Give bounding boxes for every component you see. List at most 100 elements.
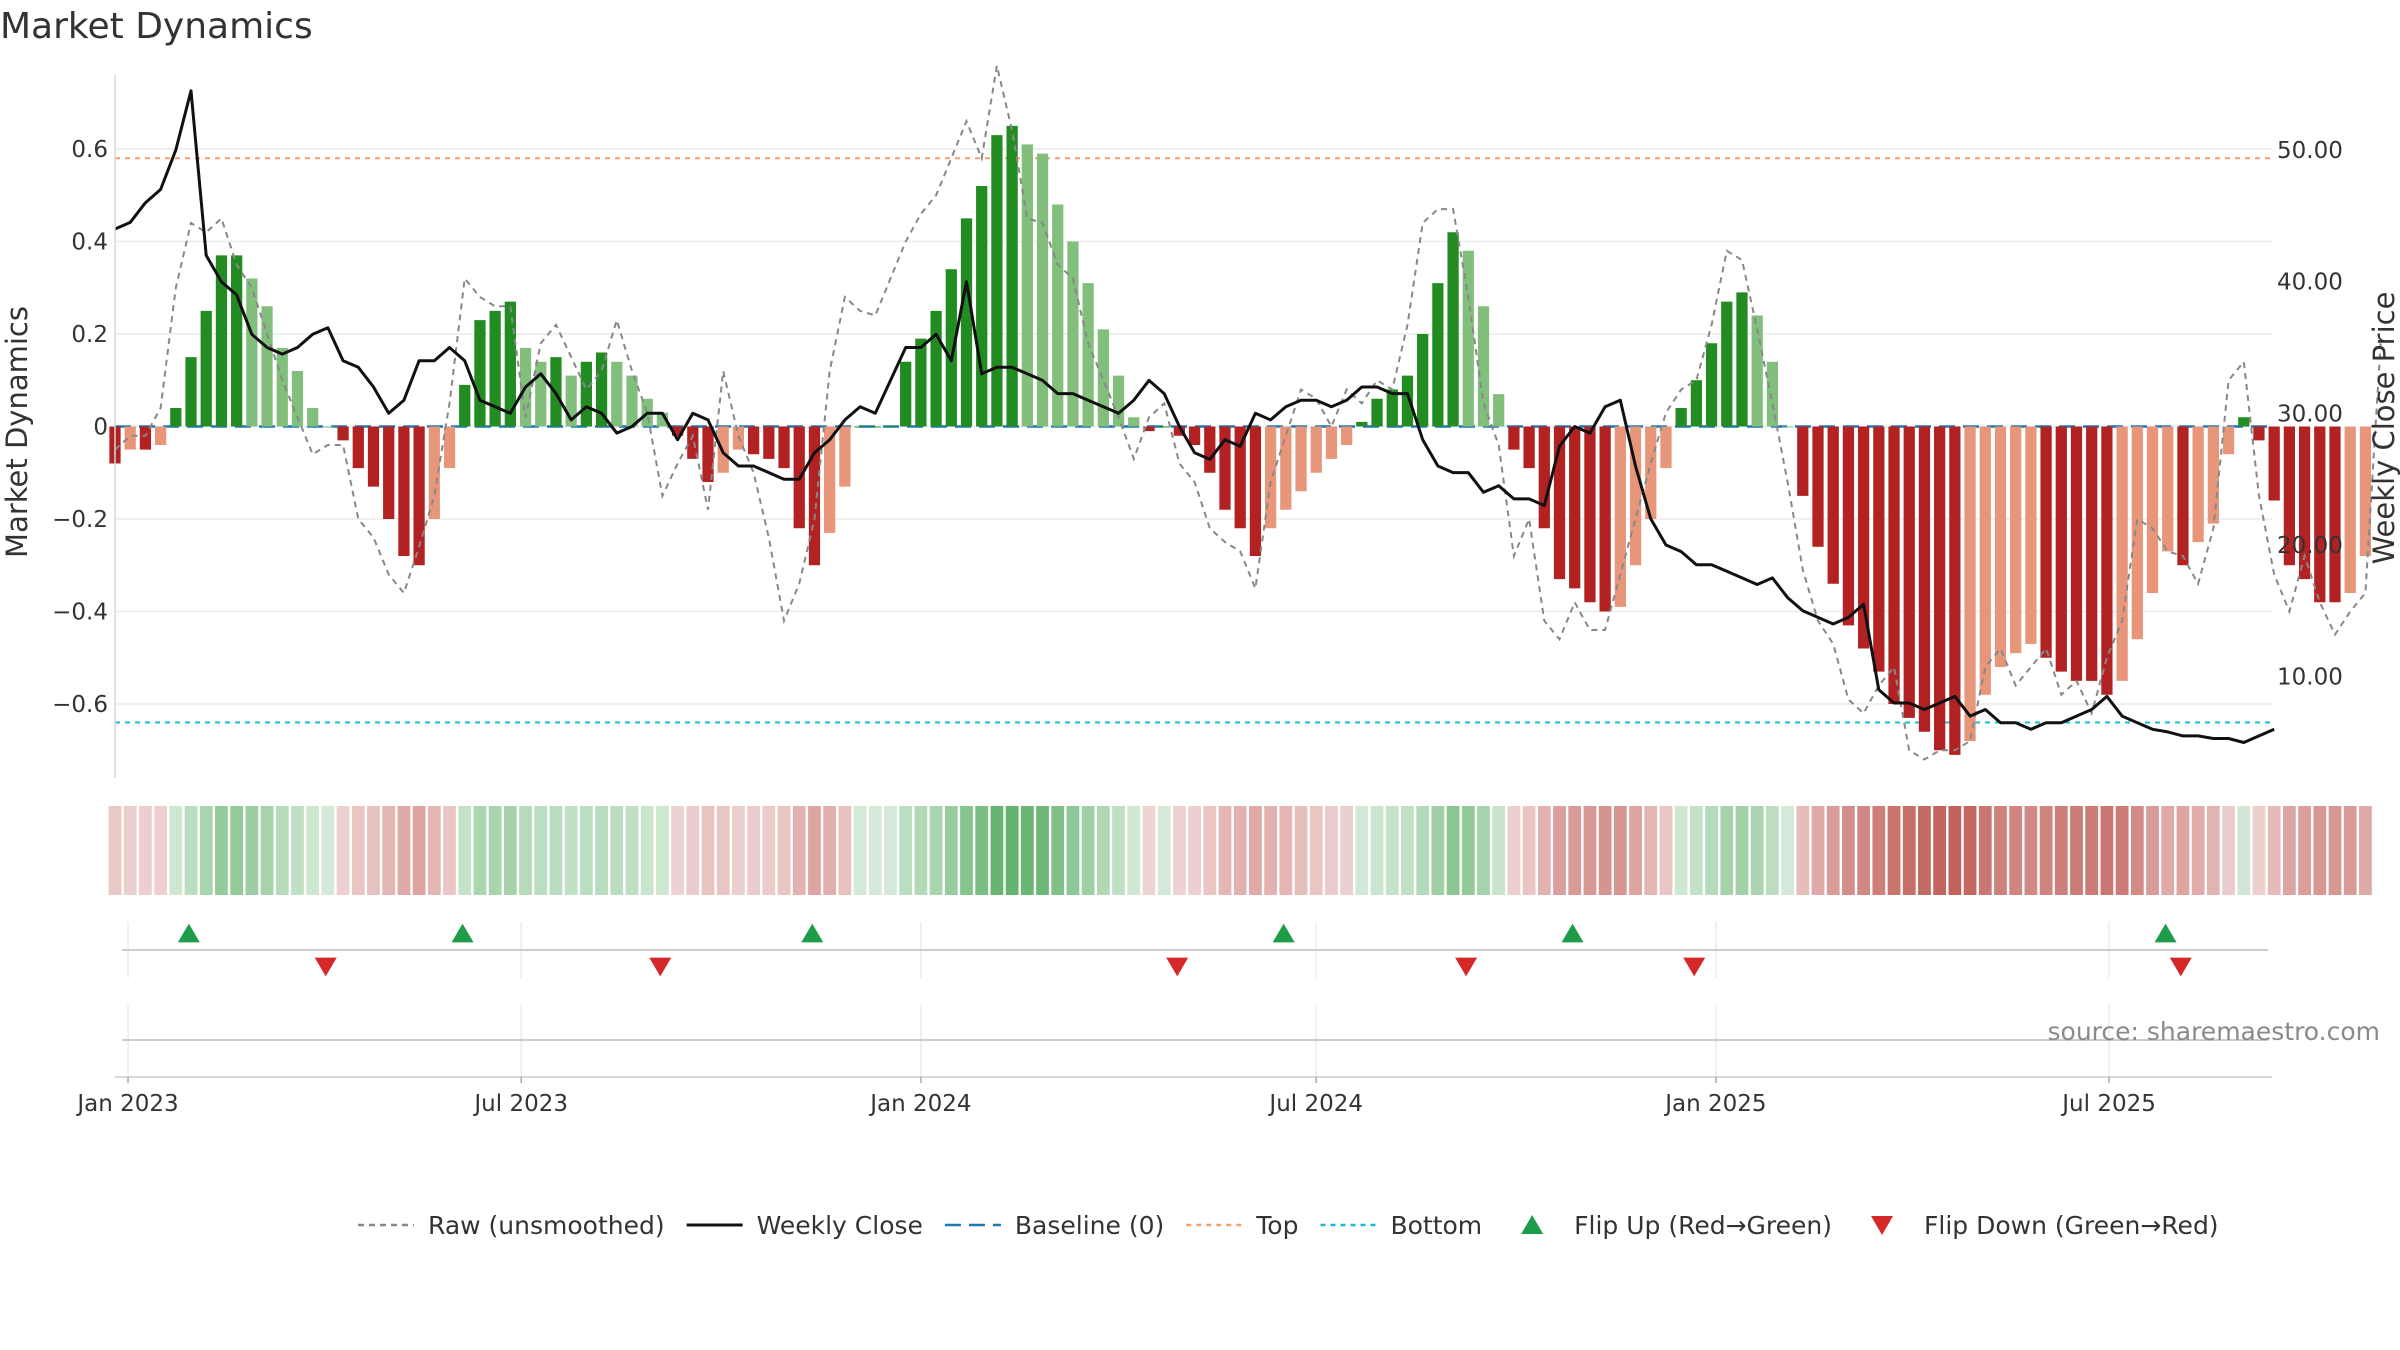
dynamics-bar <box>428 426 440 519</box>
dynamics-bar <box>1417 334 1429 427</box>
heat-cell <box>108 806 122 895</box>
weekly-close-series <box>114 89 2275 744</box>
dynamics-bar <box>824 426 836 533</box>
heat-cell <box>1188 806 1201 895</box>
raw-series <box>114 65 2382 761</box>
heat-cell <box>1918 806 1931 895</box>
dynamics-bar <box>748 426 760 455</box>
dynamics-bar <box>1888 426 1900 704</box>
dynamics-bar <box>1705 343 1718 427</box>
heat-cell <box>686 806 700 895</box>
heat-cell <box>823 806 837 895</box>
flip-down-marker <box>1455 957 1478 977</box>
dynamics-bar <box>1873 426 1885 672</box>
heat-cell <box>716 806 730 895</box>
dynamics-bar <box>2344 426 2356 593</box>
dynamics-bar <box>200 310 212 427</box>
dynamics-bar <box>291 371 304 427</box>
heat-cell <box>412 806 426 895</box>
heat-cell <box>1629 806 1642 895</box>
heat-cell <box>564 806 578 895</box>
dynamics-bar <box>322 426 334 428</box>
dynamics-bar <box>246 278 258 427</box>
heat-cell <box>184 806 198 895</box>
dynamics-bar <box>170 408 182 427</box>
flip-down-marker <box>1166 957 1189 977</box>
flip-up-marker <box>1272 923 1295 943</box>
heat-cell <box>1081 806 1095 895</box>
dynamics-bar <box>1356 421 1368 427</box>
flip-down-marker <box>314 957 337 977</box>
heat-cell <box>1659 806 1673 895</box>
heat-cell <box>275 806 289 895</box>
heat-cell <box>2206 806 2220 895</box>
legend-item: Top <box>1186 1211 1298 1240</box>
dynamics-bar <box>535 361 547 427</box>
heat-cell <box>2161 806 2175 895</box>
dynamics-bar <box>2238 417 2250 427</box>
dynamics-bar <box>854 426 866 428</box>
heat-cell <box>610 806 624 895</box>
dynamics-bar <box>960 218 973 427</box>
dynamics-bar <box>1021 144 1033 427</box>
dynamics-bar <box>884 426 897 428</box>
heat-cell <box>321 806 335 895</box>
legend-item: Raw (unsmoothed) <box>358 1211 665 1240</box>
heat-cell <box>929 806 943 895</box>
heat-cell <box>123 806 137 895</box>
dynamics-bar <box>504 301 516 427</box>
heat-cell <box>2252 806 2266 895</box>
heat-cell <box>1963 806 1977 895</box>
heat-cell <box>1750 806 1764 895</box>
dynamics-bar <box>489 310 501 427</box>
heat-cell <box>154 806 168 895</box>
heat-cell <box>792 806 806 895</box>
flip-down-marker <box>649 957 672 977</box>
dynamics-bar <box>656 412 669 427</box>
legend-item: Bottom <box>1320 1211 1482 1240</box>
legend-label: Top <box>1255 1211 1298 1240</box>
heat-cell <box>762 806 776 895</box>
dynamics-bar <box>337 426 349 441</box>
flip-down-marker <box>1683 957 1706 977</box>
dynamics-bar <box>1052 204 1064 427</box>
heat-cell <box>549 806 563 895</box>
x-tick-label: Jul 2023 <box>472 1091 568 1117</box>
dynamics-bar <box>2055 426 2067 672</box>
heat-cell <box>1005 806 1019 895</box>
chart-title: Market Dynamics <box>0 6 313 47</box>
dynamics-bar <box>1660 426 1672 469</box>
heat-cell <box>2054 806 2068 895</box>
legend-label: Raw (unsmoothed) <box>428 1211 665 1240</box>
legend-label: Weekly Close <box>757 1211 923 1240</box>
dynamics-bar <box>1827 426 1839 584</box>
heat-cell <box>1887 806 1901 895</box>
heat-cell <box>1705 806 1718 895</box>
dynamics-bar <box>2162 426 2174 552</box>
y-tick-label-left: 0.6 <box>71 137 108 163</box>
heat-cell <box>808 806 821 895</box>
dynamics-bar <box>2010 426 2022 654</box>
heat-cell <box>2191 806 2205 895</box>
heat-cell <box>1142 806 1156 895</box>
y-axis-label-left: Market Dynamics <box>0 306 34 558</box>
dynamics-bar <box>124 426 136 450</box>
heat-cell <box>2343 806 2357 895</box>
dynamics-bar <box>1629 426 1642 566</box>
heat-cell <box>1613 806 1627 895</box>
dynamics-bar <box>702 426 714 482</box>
dynamics-bar <box>1675 408 1687 427</box>
dynamics-bar <box>1493 394 1505 427</box>
heat-cell <box>1249 806 1262 895</box>
legend-label: Flip Down (Green→Red) <box>1924 1211 2219 1240</box>
y-tick-label-right: 50.00 <box>2277 138 2343 164</box>
heat-cell <box>2222 806 2235 895</box>
dynamics-bar <box>1690 380 1702 427</box>
y-axis-label-right: Weekly Close Price <box>2367 292 2400 565</box>
heat-cell <box>1370 806 1384 895</box>
dynamics-bar <box>307 408 319 427</box>
heat-cell <box>1735 806 1749 895</box>
axes: −0.6 −0.4 −0.2 0 0.2 0.4 0.6 10.00 20.00 30.00 40.… <box>52 75 2343 778</box>
heat-cell <box>2359 806 2372 895</box>
legend-label: Bottom <box>1390 1211 1482 1240</box>
